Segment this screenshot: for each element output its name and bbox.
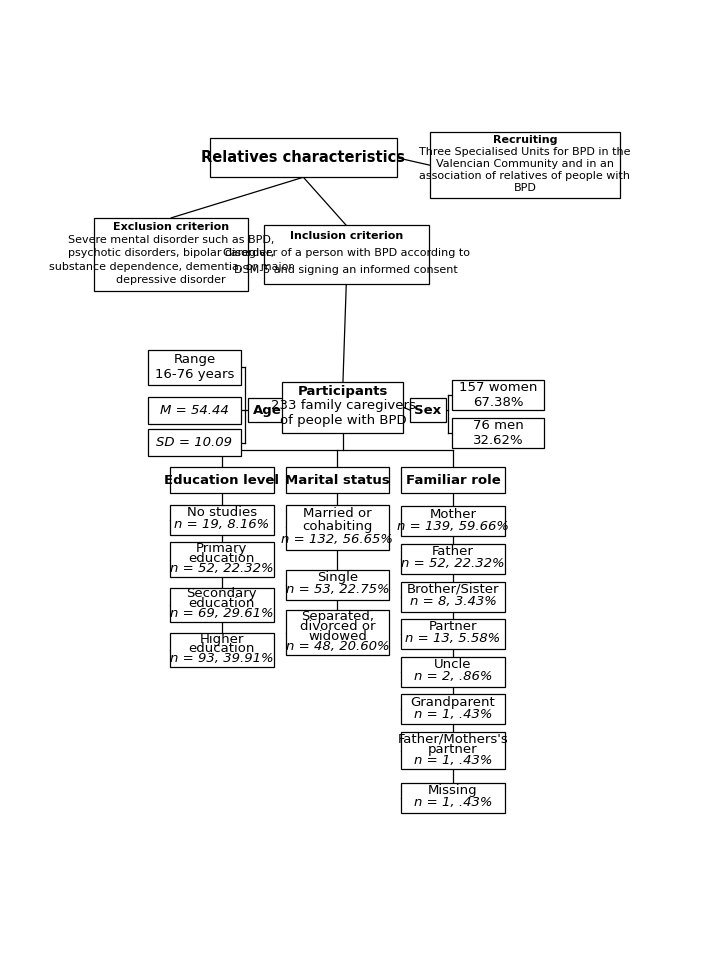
Text: 157 women
67.38%: 157 women 67.38%: [459, 382, 537, 409]
Text: n = 52, 22.32%: n = 52, 22.32%: [170, 562, 274, 575]
Text: Exclusion criterion: Exclusion criterion: [113, 222, 229, 231]
FancyBboxPatch shape: [148, 396, 241, 424]
Text: Secondary: Secondary: [187, 588, 257, 600]
FancyBboxPatch shape: [401, 507, 505, 537]
Text: depressive disorder: depressive disorder: [116, 275, 226, 285]
FancyBboxPatch shape: [285, 610, 389, 655]
Text: Father/Mothers's: Father/Mothers's: [398, 732, 508, 746]
FancyBboxPatch shape: [210, 139, 397, 178]
FancyBboxPatch shape: [401, 732, 505, 769]
FancyBboxPatch shape: [248, 398, 288, 423]
Text: Participants: Participants: [297, 385, 388, 397]
Text: Grandparent: Grandparent: [410, 696, 496, 709]
FancyBboxPatch shape: [452, 381, 545, 410]
Text: Uncle: Uncle: [435, 658, 471, 671]
Text: Missing: Missing: [428, 785, 478, 797]
Text: n = 139, 59.66%: n = 139, 59.66%: [397, 520, 509, 533]
Text: n = 132, 56.65%: n = 132, 56.65%: [281, 533, 393, 546]
Text: DSM-5 and signing an informed consent: DSM-5 and signing an informed consent: [234, 264, 458, 274]
FancyBboxPatch shape: [401, 694, 505, 724]
Text: Married or: Married or: [303, 507, 372, 520]
Text: widowed: widowed: [308, 630, 367, 643]
Text: Caregiver of a person with BPD according to: Caregiver of a person with BPD according…: [223, 248, 470, 258]
Text: n = 48, 20.60%: n = 48, 20.60%: [285, 640, 389, 653]
Text: Recruiting: Recruiting: [493, 135, 557, 145]
FancyBboxPatch shape: [401, 468, 505, 493]
Text: Partner: Partner: [429, 621, 477, 633]
Text: n = 2, .86%: n = 2, .86%: [414, 671, 492, 683]
Text: n = 53, 22.75%: n = 53, 22.75%: [285, 583, 389, 596]
FancyBboxPatch shape: [285, 468, 389, 493]
Text: education: education: [189, 642, 255, 656]
FancyBboxPatch shape: [170, 543, 273, 577]
Text: Mother: Mother: [430, 508, 476, 521]
Text: Three Specialised Units for BPD in the: Three Specialised Units for BPD in the: [419, 147, 630, 157]
Text: Inclusion criterion: Inclusion criterion: [290, 231, 403, 241]
Text: psychotic disorders, bipolar disorder,: psychotic disorders, bipolar disorder,: [68, 248, 274, 259]
Text: Single: Single: [317, 571, 358, 584]
Text: cohabiting: cohabiting: [302, 519, 373, 533]
FancyBboxPatch shape: [410, 398, 446, 423]
FancyBboxPatch shape: [263, 225, 429, 284]
Text: n = 69, 29.61%: n = 69, 29.61%: [170, 607, 274, 620]
FancyBboxPatch shape: [285, 505, 389, 550]
FancyBboxPatch shape: [285, 570, 389, 599]
Text: Primary: Primary: [196, 543, 248, 555]
Text: education: education: [189, 597, 255, 610]
Text: Higher: Higher: [200, 632, 244, 645]
Text: M = 54.44: M = 54.44: [160, 404, 229, 417]
Text: n = 1, .43%: n = 1, .43%: [414, 708, 492, 720]
Text: Marital status: Marital status: [285, 473, 390, 487]
Text: Father: Father: [432, 546, 474, 558]
Text: Brother/Sister: Brother/Sister: [407, 583, 499, 596]
FancyBboxPatch shape: [401, 783, 505, 813]
Text: n = 93, 39.91%: n = 93, 39.91%: [170, 652, 274, 666]
Text: Relatives characteristics: Relatives characteristics: [202, 150, 405, 165]
Text: partner: partner: [428, 743, 478, 756]
Text: n = 1, .43%: n = 1, .43%: [414, 753, 492, 767]
Text: Sex: Sex: [415, 404, 442, 417]
Text: BPD: BPD: [513, 183, 536, 193]
Text: n = 13, 5.58%: n = 13, 5.58%: [405, 632, 501, 645]
Text: Severe mental disorder such as BPD,: Severe mental disorder such as BPD,: [68, 235, 275, 245]
FancyBboxPatch shape: [170, 468, 273, 493]
Text: Range
16-76 years: Range 16-76 years: [155, 353, 234, 382]
Text: divorced or: divorced or: [300, 620, 375, 633]
Text: Familiar role: Familiar role: [405, 473, 501, 487]
Text: SD = 10.09: SD = 10.09: [156, 436, 232, 449]
FancyBboxPatch shape: [401, 619, 505, 649]
Text: Valencian Community and in an: Valencian Community and in an: [436, 159, 614, 169]
Text: Education level: Education level: [165, 473, 280, 487]
Text: No studies: No studies: [187, 507, 257, 519]
Text: n = 8, 3.43%: n = 8, 3.43%: [410, 595, 496, 608]
Text: Age: Age: [253, 404, 282, 417]
FancyBboxPatch shape: [94, 218, 248, 292]
FancyBboxPatch shape: [283, 382, 403, 432]
FancyBboxPatch shape: [170, 505, 273, 535]
FancyBboxPatch shape: [430, 132, 620, 198]
FancyBboxPatch shape: [401, 544, 505, 574]
Text: education: education: [189, 552, 255, 565]
Text: of people with BPD: of people with BPD: [280, 414, 406, 427]
FancyBboxPatch shape: [401, 582, 505, 612]
Text: 76 men
32.62%: 76 men 32.62%: [473, 419, 523, 447]
FancyBboxPatch shape: [148, 350, 241, 385]
Text: n = 1, .43%: n = 1, .43%: [414, 796, 492, 809]
Text: n = 19, 8.16%: n = 19, 8.16%: [174, 518, 270, 531]
Text: n = 52, 22.32%: n = 52, 22.32%: [401, 557, 505, 570]
FancyBboxPatch shape: [148, 429, 241, 456]
FancyBboxPatch shape: [170, 632, 273, 668]
FancyBboxPatch shape: [452, 418, 545, 448]
FancyBboxPatch shape: [401, 657, 505, 687]
Text: substance dependence, dementia, or major: substance dependence, dementia, or major: [49, 262, 293, 271]
Text: 233 family caregivers: 233 family caregivers: [271, 399, 415, 412]
Text: association of relatives of people with: association of relatives of people with: [420, 171, 630, 181]
FancyBboxPatch shape: [170, 588, 273, 622]
Text: Separated,: Separated,: [301, 610, 374, 623]
